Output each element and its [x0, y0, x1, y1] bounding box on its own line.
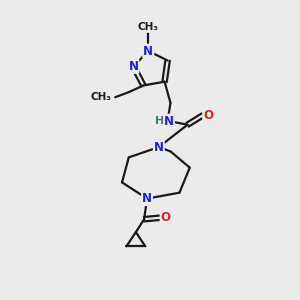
Text: CH₃: CH₃ — [91, 92, 112, 102]
Text: N: N — [142, 192, 152, 205]
Text: N: N — [154, 141, 164, 154]
Text: N: N — [164, 115, 174, 128]
Text: H: H — [155, 116, 164, 126]
Text: CH₃: CH₃ — [138, 22, 159, 32]
Text: N: N — [143, 44, 153, 58]
Text: O: O — [160, 211, 171, 224]
Text: N: N — [128, 60, 138, 73]
Text: O: O — [203, 109, 213, 122]
